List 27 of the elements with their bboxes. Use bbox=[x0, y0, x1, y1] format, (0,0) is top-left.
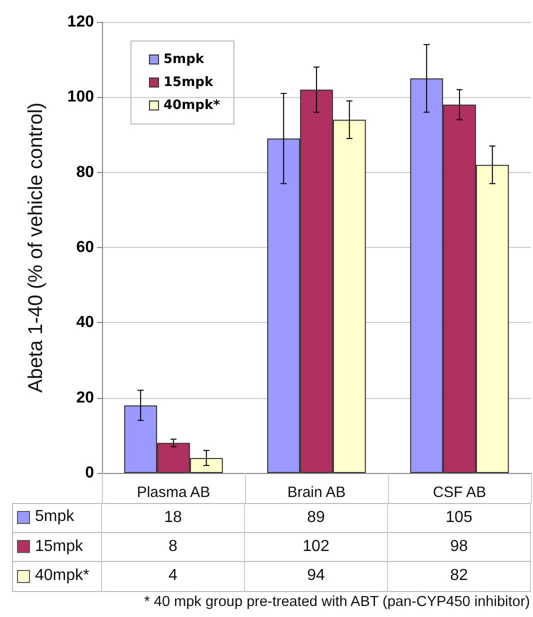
y-tick-label: 20 bbox=[76, 389, 94, 406]
y-tick-label: 120 bbox=[67, 14, 94, 30]
y-tick-label: 100 bbox=[67, 88, 94, 106]
y-tick-label: 40 bbox=[76, 314, 94, 332]
legend-label: 40mpk* bbox=[164, 98, 220, 113]
y-tick-label: 80 bbox=[76, 164, 94, 181]
x-tick-label: Plasma AB bbox=[136, 484, 210, 501]
data-label: 102 bbox=[245, 532, 388, 562]
x-tick-label: Brain AB bbox=[287, 484, 346, 501]
text: * 40 mpk group pre-treated with ABT (pan-CYP450 inhibitor) bbox=[144, 594, 530, 610]
y-tick-label: 60 bbox=[76, 239, 94, 256]
y-tick-label: 0 bbox=[85, 464, 94, 482]
data-label: 82 bbox=[388, 562, 531, 592]
data-label: 94 bbox=[245, 562, 388, 592]
data-label: 18 bbox=[102, 503, 245, 532]
x-tick-label: CSF AB bbox=[432, 484, 486, 501]
data-label: 105 bbox=[388, 503, 531, 532]
data-label: 8 bbox=[102, 532, 245, 562]
text: 15mpk bbox=[35, 538, 84, 555]
data-label: 89 bbox=[245, 503, 388, 532]
data-label: 98 bbox=[388, 532, 531, 562]
legend-label: 15mpk bbox=[164, 75, 214, 90]
data-label: 4 bbox=[102, 562, 245, 592]
legend-label: 5mpk bbox=[164, 52, 204, 67]
text: 40mpk* bbox=[35, 567, 90, 584]
y-axis-title: Abeta 1-40 (% of vehicle control) bbox=[25, 102, 47, 393]
text: 5mpk bbox=[35, 508, 74, 526]
